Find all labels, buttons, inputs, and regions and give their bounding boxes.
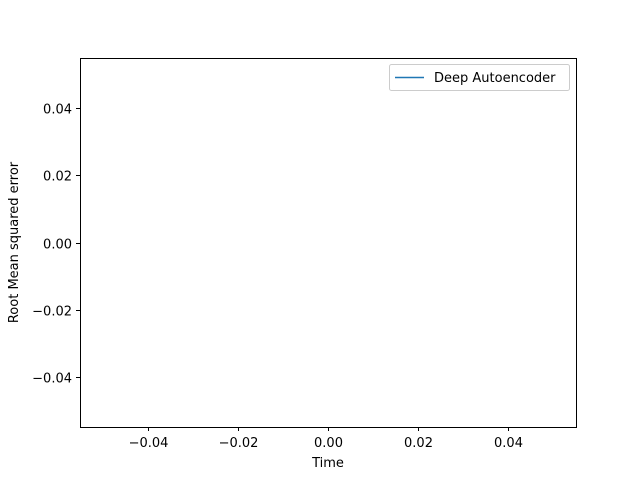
x-tick-label: 0.02 (404, 436, 433, 451)
y-tick-label: −0.04 (32, 372, 72, 387)
plot-frame (80, 58, 577, 428)
x-tick-label: −0.04 (129, 436, 169, 451)
y-tick-label: 0.00 (43, 238, 72, 253)
y-axis-ticks: −0.04 −0.02 0.00 0.02 0.04 (32, 103, 80, 387)
y-tick-label: 0.02 (43, 170, 72, 185)
legend-entry-deep-autoencoder: Deep Autoencoder (434, 71, 556, 86)
legend-box (389, 64, 570, 91)
x-tick-label: −0.02 (219, 436, 259, 451)
x-axis-ticks: −0.04 −0.02 0.00 0.02 0.04 (129, 427, 523, 451)
y-tick-label: 0.04 (43, 103, 72, 118)
y-tick-label: −0.02 (32, 305, 72, 320)
y-axis-label: Root Mean squared error (7, 161, 22, 323)
x-tick-label: 0.00 (314, 436, 343, 451)
x-tick-label: 0.04 (494, 436, 523, 451)
x-axis-label: Time (311, 456, 344, 471)
legend: Deep Autoencoder (389, 64, 570, 91)
plot-area (80, 58, 576, 427)
